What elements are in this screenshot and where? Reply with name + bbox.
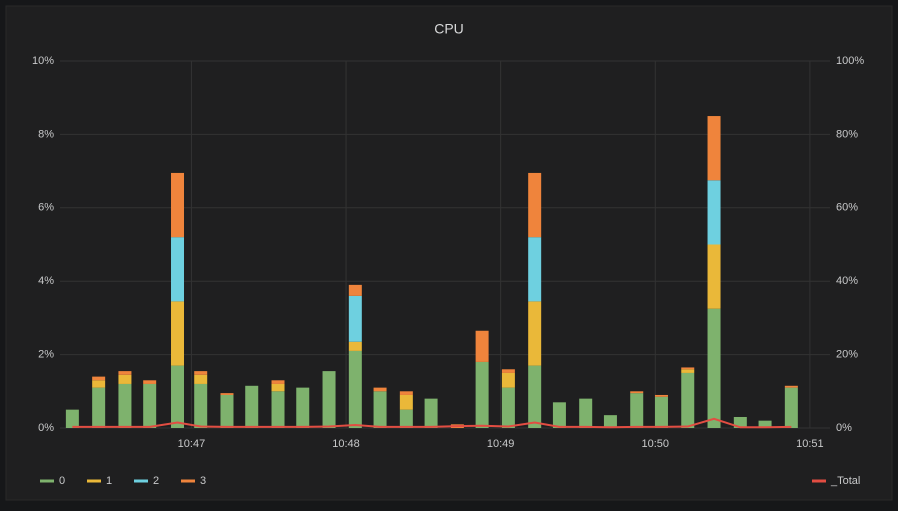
bar <box>630 391 644 394</box>
bar <box>194 383 208 428</box>
bar <box>92 380 106 388</box>
bar <box>424 398 438 428</box>
bar <box>528 301 542 366</box>
bar <box>399 409 413 428</box>
bar <box>348 295 362 342</box>
bar <box>220 393 234 395</box>
y2-tick-label: 100% <box>836 55 864 67</box>
bar <box>373 387 387 392</box>
bar <box>399 394 413 410</box>
bar <box>348 284 362 296</box>
bar <box>501 369 515 373</box>
legend-label: 2 <box>153 475 159 487</box>
legend-label: 0 <box>59 475 65 487</box>
bar <box>630 393 644 428</box>
bar <box>220 394 234 428</box>
legend-label: 1 <box>106 475 112 487</box>
bar <box>92 376 106 381</box>
bar <box>681 372 695 428</box>
bar <box>143 380 157 384</box>
bar <box>118 374 132 384</box>
bar <box>528 237 542 302</box>
bar <box>171 301 185 366</box>
y2-tick-label: 20% <box>836 349 858 361</box>
y-tick-label: 0% <box>38 422 54 434</box>
y-tick-label: 4% <box>38 275 54 287</box>
y-tick-label: 2% <box>38 349 54 361</box>
bar <box>707 116 721 181</box>
y-tick-label: 6% <box>38 202 54 214</box>
y2-tick-label: 0% <box>836 422 852 434</box>
y2-tick-label: 80% <box>836 128 858 140</box>
bar <box>475 330 489 362</box>
bar <box>528 365 542 428</box>
bar <box>65 409 79 428</box>
x-tick-label: 10:49 <box>487 438 515 450</box>
bar <box>194 374 208 384</box>
bar <box>654 396 668 428</box>
bar <box>399 391 413 395</box>
bar <box>271 391 285 428</box>
x-tick-label: 10:51 <box>796 438 824 450</box>
legend-label: 3 <box>200 475 206 487</box>
bar <box>681 369 695 373</box>
bar <box>784 385 798 388</box>
x-tick-label: 10:50 <box>642 438 670 450</box>
total-line <box>72 417 792 429</box>
bar <box>733 416 747 428</box>
y2-tick-label: 60% <box>836 202 858 214</box>
bar <box>143 383 157 428</box>
bar <box>707 180 721 245</box>
bar <box>579 398 593 428</box>
bar <box>245 385 259 428</box>
x-tick-label: 10:48 <box>332 438 360 450</box>
bar <box>528 172 542 238</box>
bar <box>348 350 362 428</box>
y-tick-label: 8% <box>38 128 54 140</box>
bar <box>758 420 772 428</box>
bar <box>271 380 285 384</box>
legend-label: _Total <box>830 475 860 487</box>
bar <box>194 371 208 375</box>
bar <box>171 365 185 428</box>
bar <box>707 244 721 309</box>
bar <box>654 394 668 397</box>
bar <box>784 387 798 428</box>
bar <box>322 371 336 428</box>
bar <box>92 387 106 428</box>
bar <box>552 402 566 428</box>
bar <box>118 371 132 375</box>
bar <box>171 172 185 238</box>
bar <box>501 372 515 388</box>
y-tick-label: 10% <box>32 55 54 67</box>
bar <box>681 367 695 370</box>
bar <box>707 308 721 428</box>
bar <box>603 415 617 428</box>
bar <box>348 341 362 351</box>
bar <box>475 361 489 428</box>
bar <box>373 391 387 428</box>
bar <box>171 237 185 302</box>
bar <box>501 387 515 428</box>
x-tick-label: 10:47 <box>178 438 206 450</box>
bar <box>296 387 310 428</box>
bar <box>271 383 285 392</box>
chart-title: CPU <box>434 21 464 37</box>
y2-tick-label: 40% <box>836 275 858 287</box>
bar <box>118 383 132 428</box>
